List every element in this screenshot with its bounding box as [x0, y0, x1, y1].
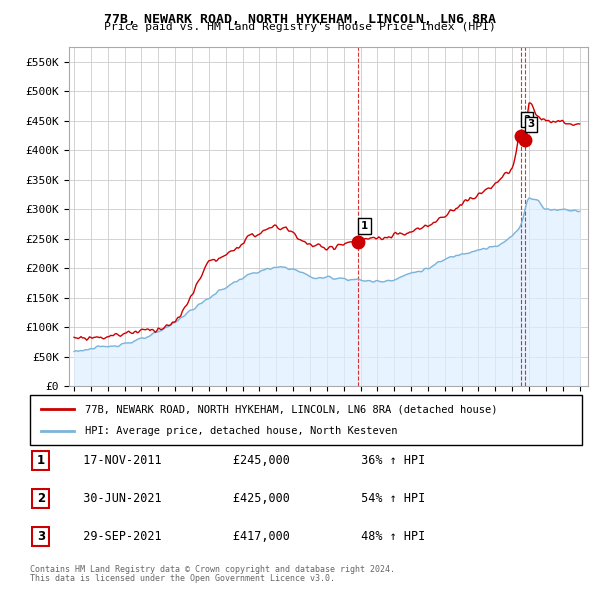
Text: 1: 1 [37, 454, 45, 467]
Text: 77B, NEWARK ROAD, NORTH HYKEHAM, LINCOLN, LN6 8RA: 77B, NEWARK ROAD, NORTH HYKEHAM, LINCOLN… [104, 13, 496, 26]
Text: This data is licensed under the Open Government Licence v3.0.: This data is licensed under the Open Gov… [30, 574, 335, 583]
Text: 17-NOV-2011          £245,000          36% ↑ HPI: 17-NOV-2011 £245,000 36% ↑ HPI [69, 454, 425, 467]
Text: Price paid vs. HM Land Registry's House Price Index (HPI): Price paid vs. HM Land Registry's House … [104, 22, 496, 32]
Text: 29-SEP-2021          £417,000          48% ↑ HPI: 29-SEP-2021 £417,000 48% ↑ HPI [69, 530, 425, 543]
Text: 3: 3 [527, 119, 535, 129]
Text: Contains HM Land Registry data © Crown copyright and database right 2024.: Contains HM Land Registry data © Crown c… [30, 565, 395, 574]
FancyBboxPatch shape [30, 395, 582, 445]
Text: 77B, NEWARK ROAD, NORTH HYKEHAM, LINCOLN, LN6 8RA (detached house): 77B, NEWARK ROAD, NORTH HYKEHAM, LINCOLN… [85, 404, 498, 414]
FancyBboxPatch shape [32, 527, 49, 546]
Text: HPI: Average price, detached house, North Kesteven: HPI: Average price, detached house, Nort… [85, 427, 398, 437]
FancyBboxPatch shape [32, 489, 49, 508]
Text: 3: 3 [37, 530, 45, 543]
Text: 2: 2 [37, 492, 45, 505]
Text: 1: 1 [361, 221, 368, 231]
FancyBboxPatch shape [32, 451, 49, 470]
Text: 2: 2 [523, 114, 530, 124]
Text: 30-JUN-2021          £425,000          54% ↑ HPI: 30-JUN-2021 £425,000 54% ↑ HPI [69, 492, 425, 505]
